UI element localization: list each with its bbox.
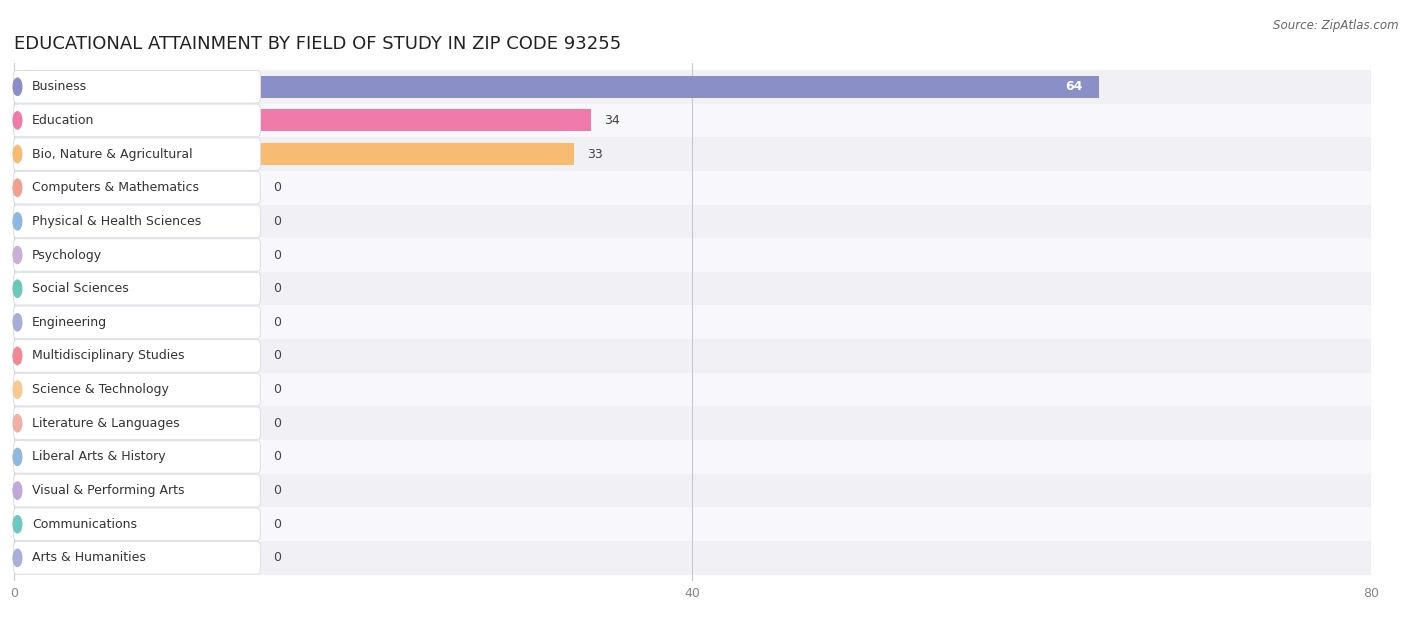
Text: Business: Business — [32, 80, 87, 94]
Text: Literature & Languages: Literature & Languages — [32, 416, 180, 430]
Bar — [14, 412, 260, 434]
Circle shape — [13, 482, 22, 499]
Text: Visual & Performing Arts: Visual & Performing Arts — [32, 484, 184, 497]
FancyBboxPatch shape — [14, 407, 260, 440]
Text: Psychology: Psychology — [32, 248, 103, 262]
FancyBboxPatch shape — [14, 138, 260, 171]
Circle shape — [13, 213, 22, 230]
FancyBboxPatch shape — [14, 542, 260, 574]
Text: Bio, Nature & Agricultural: Bio, Nature & Agricultural — [32, 147, 193, 161]
Text: 0: 0 — [274, 316, 281, 329]
Bar — [14, 480, 260, 502]
FancyBboxPatch shape — [14, 272, 260, 305]
Bar — [0, 440, 1406, 474]
Bar — [14, 312, 260, 333]
Text: Science & Technology: Science & Technology — [32, 383, 169, 396]
Circle shape — [13, 516, 22, 533]
FancyBboxPatch shape — [14, 508, 260, 540]
Text: 0: 0 — [274, 181, 281, 194]
Bar — [14, 109, 591, 131]
Text: Multidisciplinary Studies: Multidisciplinary Studies — [32, 349, 184, 363]
Circle shape — [13, 415, 22, 432]
Bar — [14, 547, 260, 569]
Circle shape — [13, 145, 22, 162]
Text: EDUCATIONAL ATTAINMENT BY FIELD OF STUDY IN ZIP CODE 93255: EDUCATIONAL ATTAINMENT BY FIELD OF STUDY… — [14, 35, 621, 53]
Bar — [14, 446, 260, 468]
Circle shape — [13, 381, 22, 398]
Bar — [0, 205, 1406, 238]
Text: Liberal Arts & History: Liberal Arts & History — [32, 451, 166, 463]
Bar — [14, 345, 260, 367]
Bar — [14, 379, 260, 401]
Bar — [0, 541, 1406, 574]
Bar — [0, 373, 1406, 406]
Text: 0: 0 — [274, 551, 281, 564]
Bar — [14, 210, 260, 233]
Bar — [0, 474, 1406, 507]
Circle shape — [13, 78, 22, 95]
Text: 0: 0 — [274, 349, 281, 363]
Text: Physical & Health Sciences: Physical & Health Sciences — [32, 215, 201, 228]
Text: Arts & Humanities: Arts & Humanities — [32, 551, 146, 564]
Bar — [14, 143, 574, 165]
FancyBboxPatch shape — [14, 374, 260, 406]
Circle shape — [13, 280, 22, 297]
Bar — [0, 238, 1406, 272]
Circle shape — [13, 313, 22, 331]
FancyBboxPatch shape — [14, 239, 260, 271]
FancyBboxPatch shape — [14, 306, 260, 339]
Bar — [0, 406, 1406, 440]
FancyBboxPatch shape — [14, 70, 260, 103]
Bar — [0, 104, 1406, 137]
Bar — [0, 272, 1406, 305]
Circle shape — [13, 549, 22, 566]
Text: 0: 0 — [274, 248, 281, 262]
Circle shape — [13, 246, 22, 264]
Text: Source: ZipAtlas.com: Source: ZipAtlas.com — [1274, 19, 1399, 32]
Text: 0: 0 — [274, 383, 281, 396]
Text: 0: 0 — [274, 518, 281, 531]
FancyBboxPatch shape — [14, 474, 260, 507]
Bar — [14, 244, 260, 266]
Bar — [0, 70, 1406, 104]
Text: 33: 33 — [588, 147, 603, 161]
Circle shape — [13, 348, 22, 365]
Circle shape — [13, 448, 22, 466]
Bar — [14, 513, 260, 535]
Text: 64: 64 — [1066, 80, 1083, 94]
Bar — [14, 177, 260, 198]
Bar — [14, 76, 1099, 98]
Text: Social Sciences: Social Sciences — [32, 282, 128, 295]
Text: 0: 0 — [274, 416, 281, 430]
Bar — [0, 507, 1406, 541]
Text: 0: 0 — [274, 451, 281, 463]
Text: Education: Education — [32, 114, 94, 127]
FancyBboxPatch shape — [14, 441, 260, 473]
Text: 0: 0 — [274, 484, 281, 497]
Text: Communications: Communications — [32, 518, 136, 531]
Text: Computers & Mathematics: Computers & Mathematics — [32, 181, 198, 194]
FancyBboxPatch shape — [14, 171, 260, 204]
Text: 34: 34 — [605, 114, 620, 127]
Text: 0: 0 — [274, 215, 281, 228]
Bar — [0, 137, 1406, 171]
Bar — [0, 171, 1406, 205]
Circle shape — [13, 112, 22, 129]
Text: 0: 0 — [274, 282, 281, 295]
FancyBboxPatch shape — [14, 104, 260, 137]
Text: Engineering: Engineering — [32, 316, 107, 329]
Bar — [0, 339, 1406, 373]
FancyBboxPatch shape — [14, 205, 260, 238]
Bar — [0, 305, 1406, 339]
FancyBboxPatch shape — [14, 339, 260, 372]
Bar — [14, 277, 260, 300]
Circle shape — [13, 179, 22, 197]
